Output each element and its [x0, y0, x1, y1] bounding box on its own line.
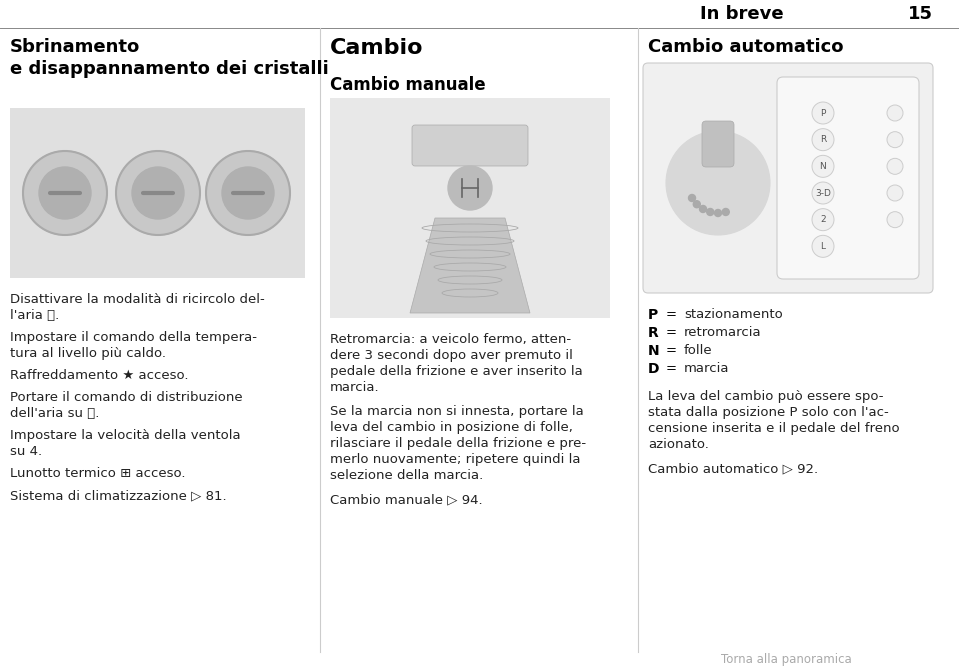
Text: =: =	[666, 362, 677, 375]
Text: rilasciare il pedale della frizione e pre-: rilasciare il pedale della frizione e pr…	[330, 437, 586, 450]
Text: Cambio manuale ▷ 94.: Cambio manuale ▷ 94.	[330, 493, 482, 506]
Circle shape	[699, 206, 707, 212]
Text: stata dalla posizione P solo con l'ac-: stata dalla posizione P solo con l'ac-	[648, 406, 889, 419]
Text: tura al livello più caldo.: tura al livello più caldo.	[10, 347, 166, 360]
Text: leva del cambio in posizione di folle,: leva del cambio in posizione di folle,	[330, 421, 573, 434]
Circle shape	[116, 151, 200, 235]
Text: 3-D: 3-D	[815, 189, 830, 198]
FancyBboxPatch shape	[643, 63, 933, 293]
Text: dell'aria su ⓗ.: dell'aria su ⓗ.	[10, 407, 100, 420]
Circle shape	[666, 131, 770, 235]
Text: Cambio automatico: Cambio automatico	[648, 38, 844, 56]
Text: =: =	[666, 344, 677, 357]
Text: selezione della marcia.: selezione della marcia.	[330, 469, 483, 482]
Text: censione inserita e il pedale del freno: censione inserita e il pedale del freno	[648, 422, 900, 435]
Circle shape	[887, 185, 903, 201]
Text: 2: 2	[820, 215, 826, 224]
Circle shape	[714, 210, 721, 216]
Text: 15: 15	[908, 5, 933, 23]
Circle shape	[132, 167, 184, 219]
Text: pedale della frizione e aver inserito la: pedale della frizione e aver inserito la	[330, 365, 583, 378]
Text: Disattivare la modalità di ricircolo del-: Disattivare la modalità di ricircolo del…	[10, 293, 265, 306]
Text: N: N	[648, 344, 660, 358]
Text: Sistema di climatizzazione ▷ 81.: Sistema di climatizzazione ▷ 81.	[10, 489, 226, 502]
Bar	[330, 98, 610, 318]
Text: In breve: In breve	[700, 5, 784, 23]
Circle shape	[812, 182, 834, 204]
Text: azionato.: azionato.	[648, 438, 709, 451]
Bar	[10, 108, 305, 278]
Text: stazionamento: stazionamento	[684, 308, 783, 321]
Text: Impostare il comando della tempera-: Impostare il comando della tempera-	[10, 331, 257, 344]
Circle shape	[206, 151, 290, 235]
Text: l'aria ⓒ.: l'aria ⓒ.	[10, 309, 59, 322]
Circle shape	[887, 132, 903, 148]
Text: N: N	[820, 162, 827, 171]
Text: R: R	[820, 135, 826, 144]
Circle shape	[23, 151, 107, 235]
Text: Torna alla panoramica: Torna alla panoramica	[721, 653, 852, 667]
Circle shape	[812, 128, 834, 151]
Circle shape	[222, 167, 274, 219]
Circle shape	[39, 167, 91, 219]
Text: P: P	[820, 108, 826, 118]
Text: Retromarcia: a veicolo fermo, atten-: Retromarcia: a veicolo fermo, atten-	[330, 333, 572, 346]
Text: Cambio automatico ▷ 92.: Cambio automatico ▷ 92.	[648, 462, 818, 475]
FancyBboxPatch shape	[777, 77, 919, 279]
Text: Cambio: Cambio	[330, 38, 424, 58]
Text: dere 3 secondi dopo aver premuto il: dere 3 secondi dopo aver premuto il	[330, 349, 573, 362]
Text: Cambio manuale: Cambio manuale	[330, 76, 485, 94]
Text: folle: folle	[684, 344, 713, 357]
Circle shape	[812, 102, 834, 124]
Circle shape	[812, 209, 834, 230]
Text: marcia.: marcia.	[330, 381, 380, 394]
Circle shape	[887, 212, 903, 228]
Text: Impostare la velocità della ventola: Impostare la velocità della ventola	[10, 429, 241, 442]
Text: La leva del cambio può essere spo-: La leva del cambio può essere spo-	[648, 390, 883, 403]
Circle shape	[887, 105, 903, 121]
Text: Raffreddamento ★ acceso.: Raffreddamento ★ acceso.	[10, 369, 189, 382]
Text: Portare il comando di distribuzione: Portare il comando di distribuzione	[10, 391, 243, 404]
Text: =: =	[666, 308, 677, 321]
Text: P: P	[648, 308, 658, 322]
Circle shape	[707, 208, 713, 216]
Text: =: =	[666, 326, 677, 339]
Text: L: L	[821, 242, 826, 251]
Circle shape	[689, 194, 695, 202]
Circle shape	[812, 155, 834, 177]
Circle shape	[693, 201, 700, 208]
Text: Lunotto termico ⊞ acceso.: Lunotto termico ⊞ acceso.	[10, 467, 185, 480]
FancyBboxPatch shape	[702, 121, 734, 167]
Text: R: R	[648, 326, 659, 340]
Text: Se la marcia non si innesta, portare la: Se la marcia non si innesta, portare la	[330, 405, 584, 418]
Text: Sbrinamento
e disappannamento dei cristalli: Sbrinamento e disappannamento dei crista…	[10, 38, 329, 78]
Text: su 4.: su 4.	[10, 445, 42, 458]
Circle shape	[448, 166, 492, 210]
Text: marcia: marcia	[684, 362, 730, 375]
Text: merlo nuovamente; ripetere quindi la: merlo nuovamente; ripetere quindi la	[330, 453, 580, 466]
Circle shape	[722, 208, 729, 216]
Text: retromarcia: retromarcia	[684, 326, 761, 339]
Text: D: D	[648, 362, 660, 376]
Polygon shape	[410, 218, 530, 313]
Circle shape	[887, 159, 903, 174]
FancyBboxPatch shape	[412, 125, 528, 166]
Circle shape	[812, 235, 834, 257]
